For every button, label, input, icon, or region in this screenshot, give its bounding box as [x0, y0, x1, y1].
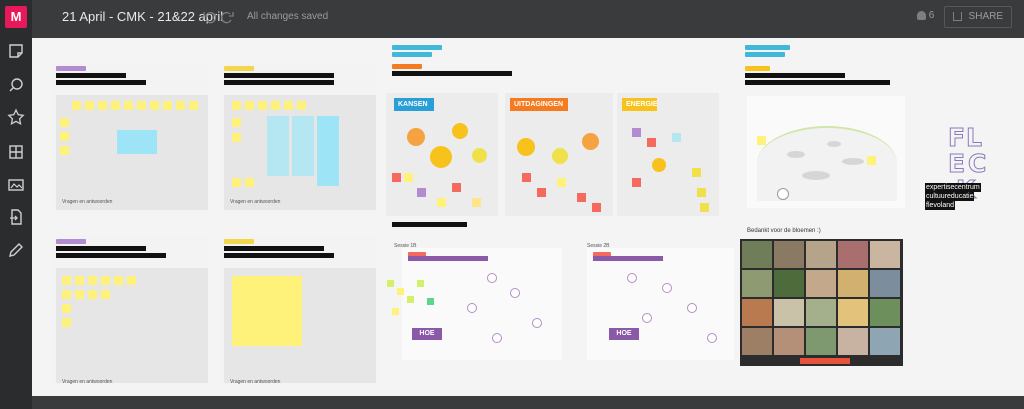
hoe-label-2: HOE	[609, 328, 639, 340]
frame-subtitle-bar	[56, 80, 146, 85]
middle-title-bar	[392, 71, 512, 76]
brand-line-1: expertisecentrum	[925, 183, 981, 192]
brand-text: expertisecentrum cultuureducatie flevola…	[925, 183, 991, 215]
frame-title-bar	[408, 256, 488, 261]
user-icon	[917, 10, 926, 20]
sticky-note-icon[interactable]	[7, 42, 25, 60]
frame-title-bar	[56, 246, 146, 251]
qa-label-4: Vragen en antwoorden	[230, 379, 281, 385]
kansen-header: KANSEN	[394, 98, 434, 111]
frame-tag	[56, 66, 86, 71]
bloemen-label: Bedankt voor de bloemen :)	[747, 228, 821, 234]
right-subtitle-bar	[745, 80, 890, 85]
fleck-logo: F L E C K	[947, 123, 987, 205]
frame-subtitle-bar	[56, 253, 166, 258]
frame-title-bar	[224, 73, 334, 78]
pen-icon[interactable]	[7, 241, 25, 259]
sessie-1b-frame[interactable]: HOE	[402, 248, 562, 360]
bubble	[532, 318, 542, 328]
frame-tag	[224, 66, 254, 71]
video-call-grid	[740, 239, 903, 366]
landscape-illustration	[747, 96, 905, 208]
energie-header: ENERGIE	[622, 98, 658, 111]
sessie-2b-label: Sessie 2B	[587, 243, 610, 249]
energie-panel: ENERGIE	[617, 93, 719, 216]
users-count-value: 6	[928, 10, 935, 21]
share-button[interactable]: SHARE	[944, 6, 1012, 28]
app-logo[interactable]: M	[5, 6, 27, 28]
qa-label-3: Vragen en antwoorden	[62, 379, 113, 385]
qa-label-1: Vragen en antwoorden	[62, 199, 113, 205]
frame-tag	[593, 252, 611, 257]
frame-group-3[interactable]	[54, 236, 209, 386]
right-tag-3	[745, 66, 770, 71]
call-controls	[800, 358, 850, 364]
users-count[interactable]: 6	[917, 10, 934, 21]
frame-tag	[56, 239, 86, 244]
left-toolbar: M	[0, 0, 32, 409]
frame-tag	[224, 239, 254, 244]
bubble	[707, 333, 717, 343]
frame-title-bar	[224, 246, 324, 251]
uitdagingen-header: UITDAGINGEN	[510, 98, 568, 111]
bubble	[487, 273, 497, 283]
save-status: All changes saved	[247, 11, 329, 22]
bubble	[662, 283, 672, 293]
bubble	[510, 288, 520, 298]
sessie-1b-label: Sessie 1B	[394, 243, 417, 249]
frame-title-bar	[593, 256, 663, 261]
board-canvas[interactable]: Vragen en antwoorden Vragen en antwoorde…	[32, 38, 1024, 396]
brand-line-3: flevoland	[925, 201, 956, 210]
frame-group-4[interactable]	[222, 236, 377, 386]
hoe-label-1: HOE	[412, 328, 442, 340]
redo-icon[interactable]	[220, 10, 234, 24]
bubble	[492, 333, 502, 343]
middle-tag-2	[392, 52, 432, 57]
qa-label-2: Vragen en antwoorden	[230, 199, 281, 205]
middle-tag	[392, 45, 442, 50]
sticky-panel	[56, 268, 208, 383]
middle-footer-bar	[392, 222, 467, 227]
sessie-2b-frame[interactable]: HOE	[587, 248, 734, 360]
board-title[interactable]: 21 April - CMK - 21&22 april	[62, 9, 224, 24]
bubble	[642, 313, 652, 323]
right-tag-2	[745, 52, 785, 57]
brand-line-2: cultuureducatie	[925, 192, 975, 201]
frame-subtitle-bar	[224, 80, 334, 85]
share-icon	[953, 12, 962, 21]
right-tag	[745, 45, 790, 50]
star-icon[interactable]	[7, 108, 25, 126]
right-title-bar	[745, 73, 845, 78]
frame-title-bar	[56, 73, 126, 78]
bubble	[467, 303, 477, 313]
frame-group-1[interactable]	[54, 63, 209, 213]
undo-icon[interactable]	[203, 10, 217, 24]
share-label: SHARE	[968, 11, 1003, 22]
comment-icon[interactable]	[7, 76, 25, 94]
middle-tag-3	[392, 64, 422, 69]
import-icon[interactable]	[7, 208, 25, 226]
image-icon[interactable]	[7, 176, 25, 194]
grid-icon[interactable]	[7, 143, 25, 161]
frame-subtitle-bar	[224, 253, 334, 258]
bubble	[687, 303, 697, 313]
bubble	[627, 273, 637, 283]
frame-tag	[408, 252, 426, 257]
top-bar: 21 April - CMK - 21&22 april All changes…	[32, 0, 1024, 34]
